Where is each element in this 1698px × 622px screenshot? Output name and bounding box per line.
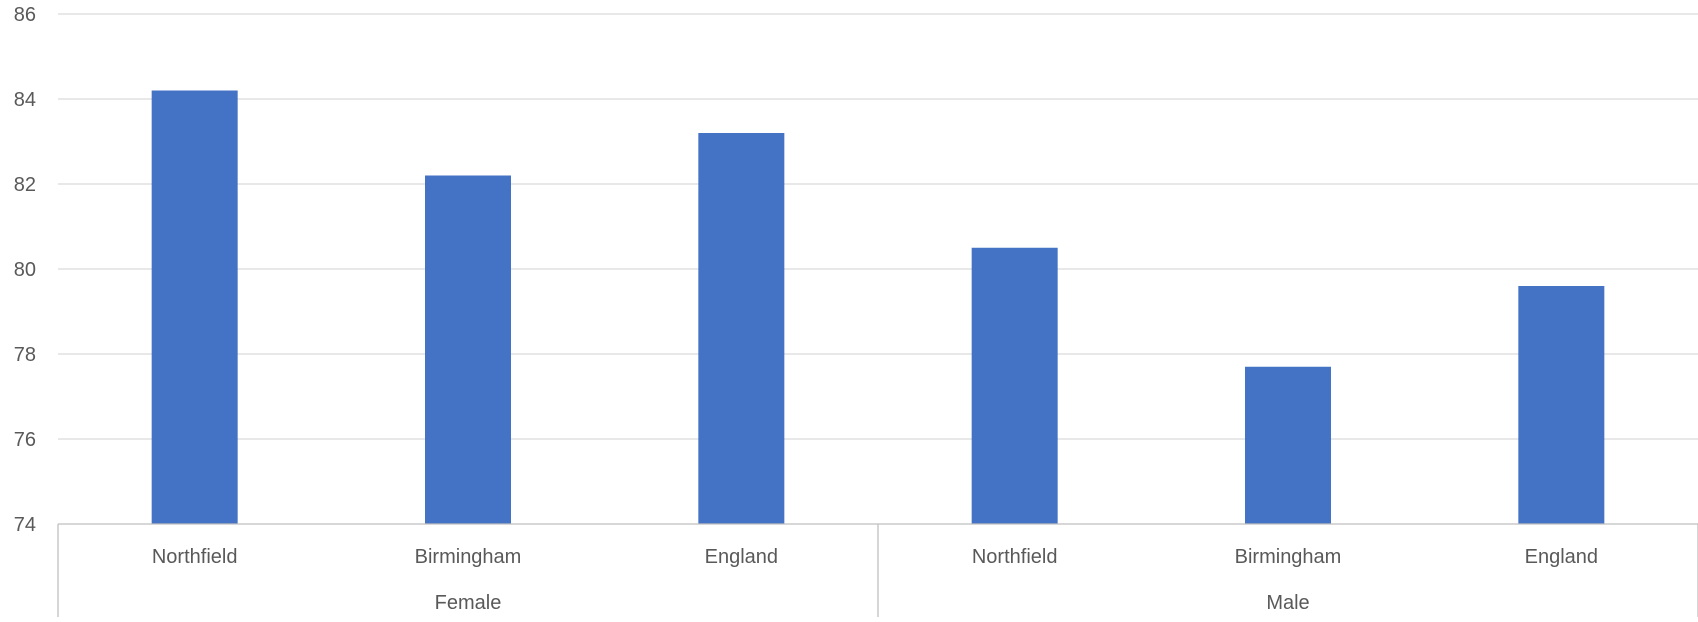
x-category-label: England <box>705 546 778 568</box>
bar <box>425 175 511 524</box>
y-tick-label: 78 <box>14 344 36 366</box>
x-group-label: Female <box>435 592 502 614</box>
bar <box>971 247 1058 524</box>
x-category-label: Birmingham <box>415 546 522 568</box>
x-category-label: Northfield <box>152 546 238 568</box>
gridlines <box>58 13 1698 440</box>
y-tick-label: 76 <box>14 429 36 451</box>
bar <box>1245 366 1331 524</box>
x-axis-category-labels: Northfield Birmingham England Northfield Bir… <box>152 546 1598 568</box>
y-tick-label: 86 <box>14 4 36 26</box>
bar <box>151 90 238 524</box>
y-tick-label: 82 <box>14 174 36 196</box>
x-category-label: England <box>1525 546 1598 568</box>
y-tick-label: 84 <box>14 89 36 111</box>
bars <box>151 90 1605 524</box>
y-axis-tick-labels: 74 76 78 80 82 84 86 <box>14 4 36 536</box>
bar <box>698 133 785 524</box>
x-group-label: Male <box>1266 592 1309 614</box>
y-tick-label: 80 <box>14 259 36 281</box>
bar <box>1518 286 1605 524</box>
x-axis-group-labels: Female Male <box>435 592 1310 614</box>
y-tick-label: 74 <box>14 514 36 536</box>
x-axis <box>57 523 1698 617</box>
x-category-label: Birmingham <box>1235 546 1342 568</box>
x-category-label: Northfield <box>972 546 1058 568</box>
